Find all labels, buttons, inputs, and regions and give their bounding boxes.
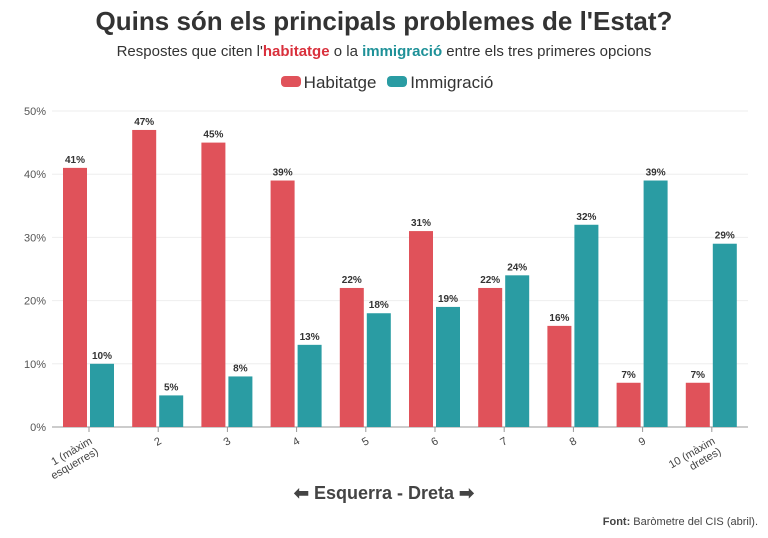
source-text: Baròmetre del CIS (abril). bbox=[630, 516, 758, 528]
source-label: Font: bbox=[602, 516, 631, 528]
data-label: 19% bbox=[438, 294, 458, 305]
bar-habitatge bbox=[685, 382, 710, 427]
chart-title: Quins són els principals problemes de l'… bbox=[95, 6, 673, 36]
data-label: 22% bbox=[342, 275, 362, 286]
bar-immigració bbox=[505, 275, 530, 427]
y-tick-label: 20% bbox=[24, 296, 46, 308]
data-label: 32% bbox=[576, 212, 596, 223]
x-tick-label: 3 bbox=[222, 435, 233, 448]
subtitle-text: entre els tres primeres opcions bbox=[442, 43, 652, 60]
legend-label-immigracio: Immigració bbox=[410, 73, 494, 92]
y-tick-label: 50% bbox=[24, 106, 46, 118]
subtitle-text: Respostes que citen l' bbox=[116, 43, 263, 60]
data-label: 13% bbox=[300, 332, 320, 343]
data-label: 39% bbox=[273, 168, 293, 179]
bar-immigració bbox=[436, 306, 460, 427]
x-tick-label: 4 bbox=[291, 435, 302, 448]
legend: Habitatge Immigració bbox=[0, 73, 768, 93]
subtitle-habitatge: habitatge bbox=[262, 43, 330, 60]
bar-immigració bbox=[366, 313, 391, 427]
bar-habitatge bbox=[201, 142, 226, 427]
data-label: 8% bbox=[233, 363, 248, 374]
bar-immigració bbox=[574, 224, 599, 427]
bar-immigració bbox=[712, 243, 737, 427]
subtitle-text: o la bbox=[329, 43, 363, 60]
x-tick-label: 8 bbox=[568, 435, 579, 448]
y-tick-label: 10% bbox=[24, 359, 46, 371]
data-label: 47% bbox=[134, 117, 154, 128]
bar-habitatge bbox=[132, 129, 157, 427]
data-label: 10% bbox=[92, 351, 112, 362]
bar-habitatge bbox=[270, 180, 295, 427]
bar-immigració bbox=[159, 395, 184, 427]
data-label: 29% bbox=[715, 231, 735, 242]
source-note: Font: Baròmetre del CIS (abril). bbox=[603, 516, 758, 528]
bar-immigració bbox=[90, 363, 114, 427]
y-tick-label: 0% bbox=[30, 422, 46, 434]
y-tick-label: 40% bbox=[24, 169, 46, 181]
bar-immigració bbox=[228, 376, 253, 427]
bar-habitatge bbox=[63, 167, 87, 427]
subtitle-immigracio: immigració bbox=[362, 43, 443, 60]
x-tick-label: 10 (màximdretes) bbox=[667, 435, 723, 481]
x-tick-label: 6 bbox=[429, 435, 440, 448]
bar-habitatge bbox=[478, 287, 503, 427]
data-label: 41% bbox=[65, 155, 85, 166]
x-axis-title: ⬅ Esquerra - Dreta ➡ bbox=[293, 483, 475, 503]
chart-subtitle: Respostes que citen l'habitatge o la imm… bbox=[0, 43, 768, 60]
legend-swatch-immigracio bbox=[387, 76, 408, 87]
data-label: 18% bbox=[369, 300, 389, 311]
data-label: 16% bbox=[549, 313, 569, 324]
data-label: 39% bbox=[646, 168, 666, 179]
data-label: 7% bbox=[691, 370, 706, 381]
data-label: 7% bbox=[621, 370, 636, 381]
x-tick-label: 2 bbox=[152, 435, 163, 448]
bar-habitatge bbox=[339, 287, 364, 427]
data-label: 5% bbox=[164, 382, 179, 393]
bar-habitatge bbox=[409, 231, 433, 427]
data-label: 24% bbox=[507, 262, 527, 273]
bar-habitatge bbox=[547, 325, 572, 427]
bar-immigració bbox=[643, 180, 668, 427]
data-label: 45% bbox=[203, 130, 223, 141]
y-tick-label: 30% bbox=[24, 232, 46, 244]
legend-label-habitatge: Habitatge bbox=[303, 73, 377, 92]
x-tick-label: 5 bbox=[360, 435, 371, 448]
bar-immigració bbox=[297, 344, 322, 427]
bar-habitatge bbox=[616, 382, 641, 427]
data-label: 31% bbox=[411, 218, 431, 229]
x-tick-label: 7 bbox=[498, 435, 509, 448]
x-tick-label: 9 bbox=[637, 435, 648, 448]
legend-swatch-habitatge bbox=[280, 76, 301, 87]
x-tick-label: 1 (màximesquerres) bbox=[43, 435, 101, 482]
data-label: 22% bbox=[480, 275, 500, 286]
